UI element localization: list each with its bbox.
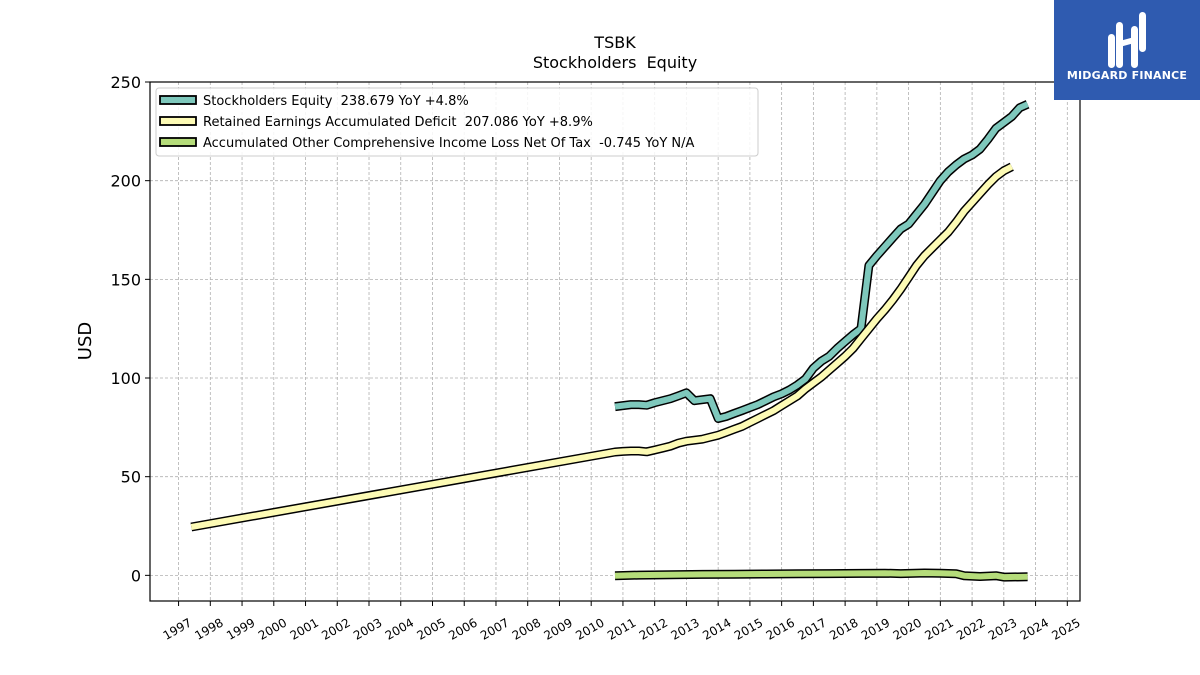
x-tick-label: 2008 [510,615,543,642]
x-tick-label: 2010 [573,615,606,642]
x-tick-label: 2005 [415,615,448,642]
y-axis-label: USD [75,322,96,360]
y-tick-label: 250 [110,73,141,92]
x-tick-label: 2017 [795,615,828,642]
x-tick-label: 2016 [764,615,797,642]
x-tick-label: 2007 [478,615,511,642]
x-tick-label: 2022 [954,615,987,642]
x-tick-label: 2001 [288,615,321,642]
x-tick-label: 2004 [383,615,416,642]
x-tick-label: 2011 [605,615,638,642]
x-tick-label: 2014 [700,615,733,642]
brand-logo-text: MIDGARD FINANCE [1066,69,1188,82]
legend-label-3: Accumulated Other Comprehensive Income L… [203,136,694,151]
x-tick-label: 2018 [827,615,860,642]
series-line-2 [190,164,1014,530]
chart-subtitle: Stockholders Equity [533,53,697,72]
plot-area-frame [149,81,1081,602]
y-tick-label: 0 [131,566,141,585]
y-tick-label: 50 [121,468,141,487]
series-outline-2 [190,162,1014,532]
x-tick-label: 2024 [1018,615,1051,642]
legend-label-2: Retained Earnings Accumulated Deficit 20… [203,115,593,130]
series-line-1 [614,101,1029,422]
x-tick-label: 2006 [446,615,479,642]
legend-swatch-1 [159,95,197,105]
legend-swatch-3 [159,137,197,147]
x-tick-label: 1999 [224,615,257,642]
legend-label-1: Stockholders Equity 238.679 YoY +4.8% [203,94,469,109]
x-tick-label: 2020 [891,615,924,642]
x-tick-label: 2000 [256,615,289,642]
y-tick-label: 200 [110,172,141,191]
x-tick-label: 2021 [922,615,955,642]
x-tick-label: 2015 [732,615,765,642]
x-tick-label: 2025 [1049,615,1082,642]
grid-lines [150,81,1080,601]
y-tick-label: 150 [110,270,141,289]
axis-ticks: 0501001502002501997199819992000200120022… [110,73,1082,643]
y-tick-label: 100 [110,369,141,388]
chart-title: TSBK [593,33,636,52]
x-tick-label: 2019 [859,615,892,642]
x-tick-label: 2009 [541,615,574,642]
x-tick-label: 1997 [161,615,194,642]
brand-logo: MIDGARD FINANCE [1054,0,1200,100]
x-tick-label: 2013 [668,615,701,642]
x-tick-label: 2012 [637,615,670,642]
x-tick-label: 2023 [986,615,1019,642]
x-tick-label: 1998 [192,615,225,642]
x-tick-label: 2003 [351,615,384,642]
x-tick-label: 2002 [319,615,352,642]
legend: Stockholders Equity 238.679 YoY +4.8% Ret… [155,87,759,157]
legend-swatch-2 [159,116,197,126]
series-lines [190,100,1030,582]
brand-logo-mark-icon [1108,12,1146,68]
legend-box [155,87,759,157]
series-line-3 [614,570,1028,581]
